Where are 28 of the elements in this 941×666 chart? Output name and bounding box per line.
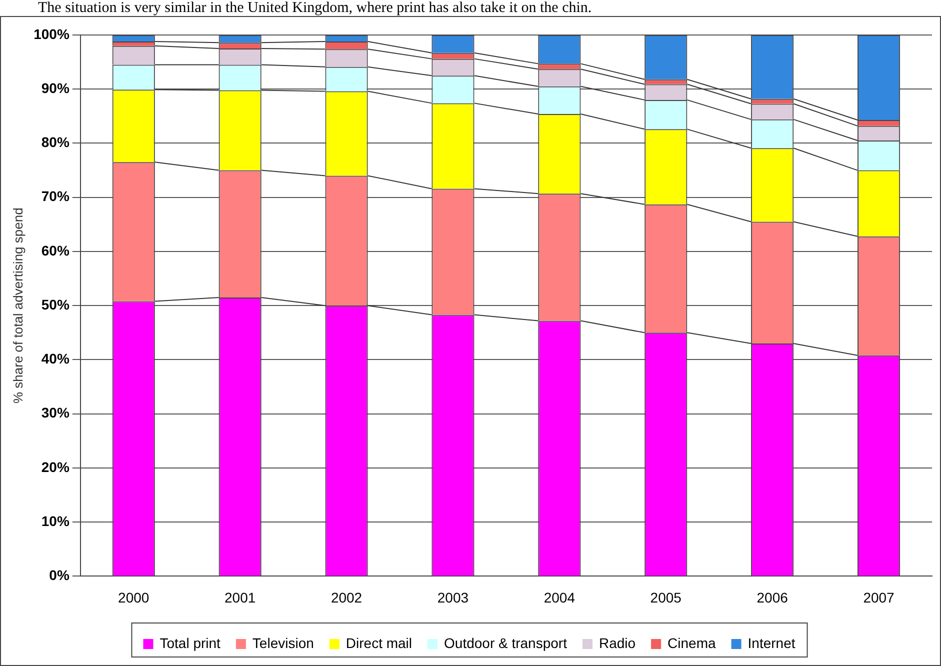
x-tick-label: 2003 (437, 589, 469, 606)
x-tick-label: 2006 (756, 589, 788, 606)
legend-label: Radio (598, 634, 636, 651)
y-tick-label: 0% (49, 567, 70, 584)
chart-title: The situation is very similar in the United Kingdom, where print has also take it on the chin. (37, 0, 593, 16)
x-tick-label: 2002 (330, 589, 362, 606)
legend-label: Internet (748, 634, 796, 651)
x-tick-label: 2004 (544, 589, 576, 606)
y-tick-label: 60% (41, 242, 70, 258)
legend-label: Television (252, 634, 314, 651)
legend-label: Cinema (668, 634, 716, 651)
legend-label: Outdoor & transport (444, 634, 568, 651)
y-tick-label: 80% (41, 134, 70, 150)
x-tick-label: 2007 (863, 589, 895, 606)
y-tick-label: 30% (41, 404, 70, 421)
legend-label: Total print (160, 634, 221, 651)
y-axis-title: % share of total advertising spend (10, 208, 26, 404)
x-tick-label: 2005 (650, 589, 682, 606)
y-tick-label: 20% (41, 458, 70, 475)
y-tick-label: 50% (41, 296, 70, 312)
y-tick-label: 40% (41, 350, 70, 367)
y-tick-label: 90% (41, 80, 70, 96)
x-tick-label: 2000 (118, 589, 150, 606)
y-tick-label: 70% (41, 188, 70, 204)
y-tick-label: 100% (34, 26, 70, 42)
y-tick-label: 10% (41, 512, 70, 529)
legend-label: Direct mail (346, 634, 412, 651)
x-tick-label: 2001 (224, 589, 256, 606)
